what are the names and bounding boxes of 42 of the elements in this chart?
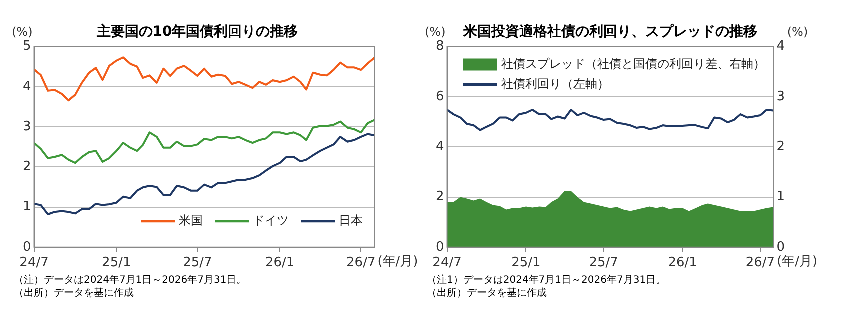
y2-tick-label: 1 bbox=[776, 190, 786, 205]
x-tick-label: 25/1 bbox=[102, 256, 132, 271]
legend-label: ドイツ bbox=[253, 214, 289, 228]
y-axis-title: (%) bbox=[425, 24, 446, 39]
y-tick-label: 0 bbox=[22, 240, 32, 255]
text: （注1）データは2024年7月1日～2026年7月31日。 bbox=[427, 274, 668, 287]
x-tick-label: 25/1 bbox=[512, 256, 541, 271]
y2-tick-label: 2 bbox=[776, 139, 786, 154]
chart-title: 主要国の10年国債利回りの推移 bbox=[96, 23, 298, 40]
y-tick-label: 4 bbox=[22, 79, 32, 94]
y-tick-label: 2 bbox=[22, 160, 32, 175]
y-tick-label: 6 bbox=[436, 89, 444, 104]
text: （出所）データを基に作成 bbox=[14, 287, 135, 300]
y-tick-label: 5 bbox=[22, 39, 32, 54]
y-tick-label: 2 bbox=[436, 190, 444, 205]
x-tick-label: 24/7 bbox=[20, 256, 49, 271]
y-tick-label: 0 bbox=[436, 240, 444, 255]
legend-label: 日本 bbox=[339, 214, 363, 228]
y2-axis-title: (%) bbox=[787, 24, 808, 39]
y-tick-label: 1 bbox=[22, 200, 32, 215]
y-axis-title: (%) bbox=[12, 24, 33, 39]
y-tick-label: 4 bbox=[436, 139, 444, 154]
text: （出所）データを基に作成 bbox=[427, 287, 548, 300]
legend-label: 米国 bbox=[179, 214, 203, 228]
x-tick-label: 26/1 bbox=[265, 256, 295, 271]
x-tick-label: 25/7 bbox=[183, 256, 212, 271]
x-axis-title: (年/月) bbox=[777, 254, 818, 270]
x-axis-title: (年/月) bbox=[378, 254, 418, 270]
x-tick-label: 26/1 bbox=[668, 256, 698, 271]
y2-tick-label: 0 bbox=[776, 240, 786, 255]
text: （注）データは2024年7月1日～2026年7月31日。 bbox=[14, 274, 248, 287]
y2-tick-label: 3 bbox=[776, 89, 786, 104]
legend-label: 社債スプレッド（社債と国債の利回り差、右軸） bbox=[501, 56, 766, 71]
x-tick-label: 26/7 bbox=[746, 256, 776, 271]
x-tick-label: 26/7 bbox=[346, 256, 376, 271]
y-tick-label: 8 bbox=[436, 39, 444, 54]
legend-label: 社債利回り（左軸） bbox=[501, 76, 610, 91]
y-tick-label: 3 bbox=[22, 119, 32, 134]
y2-tick-label: 4 bbox=[776, 39, 786, 54]
x-tick-label: 24/7 bbox=[432, 256, 462, 271]
chart-title: 米国投資適格社債の利回り、スプレッドの推移 bbox=[462, 23, 758, 40]
x-tick-label: 25/7 bbox=[589, 256, 618, 271]
